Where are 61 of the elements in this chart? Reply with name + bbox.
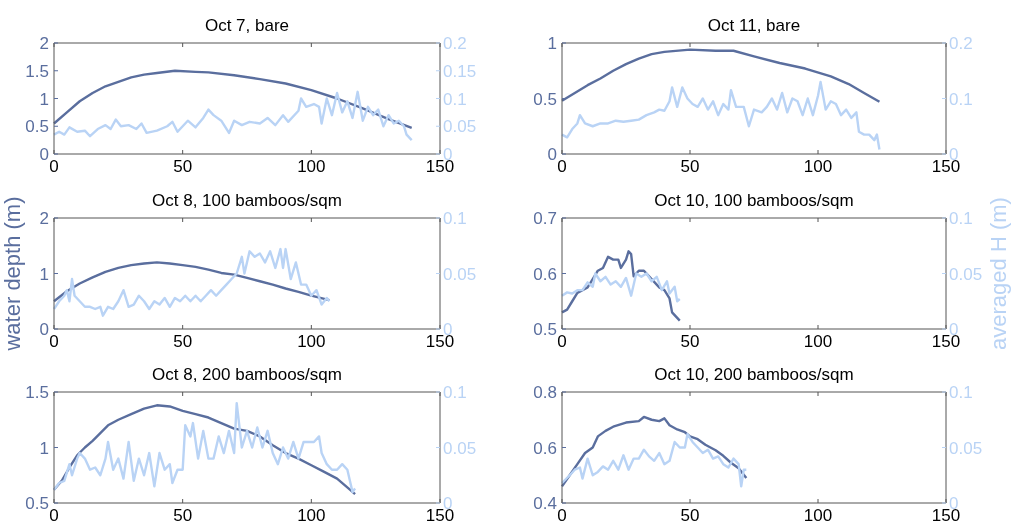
y-axis-title: water depth (m) [0, 196, 25, 352]
y-tick-label: 0.4 [533, 494, 557, 513]
x-tick-label: 100 [803, 506, 833, 525]
chart-title: Oct 8, 200 bamboos/sqm [152, 365, 342, 384]
y2-tick-label: 0.1 [443, 89, 467, 109]
y2-tick-label: 0.2 [443, 34, 467, 53]
y-tick-label: 0.7 [533, 209, 557, 228]
x-tick-label: 100 [297, 332, 326, 351]
y2-tick-label: 0.1 [443, 209, 467, 228]
y-tick-label: 0 [39, 320, 49, 339]
x-tick-label: 50 [173, 506, 193, 525]
x-tick-label: 50 [680, 157, 700, 176]
x-tick-label: 100 [803, 332, 833, 351]
x-tick-label: 100 [297, 506, 326, 525]
y-tick-label: 0 [547, 145, 557, 164]
x-tick-label: 50 [680, 506, 700, 525]
y2-tick-label: 0.05 [949, 264, 983, 284]
y-tick-label: 2 [39, 34, 49, 53]
x-tick-label: 50 [173, 332, 193, 351]
line-series [560, 80, 881, 151]
x-tick-label: 50 [680, 332, 700, 351]
y-tick-label: 0.5 [25, 117, 49, 137]
chart-title: Oct 8, 100 bamboos/sqm [152, 191, 342, 210]
y-tick-label: 0.8 [533, 383, 557, 402]
y-tick-label: 1.5 [25, 61, 49, 81]
y2-tick-label: 0.15 [443, 61, 477, 81]
y-tick-label: 1 [39, 438, 49, 458]
y-tick-label: 1 [39, 89, 49, 109]
y-tick-label: 0.6 [533, 264, 557, 284]
y-tick-label: 1 [547, 34, 557, 53]
y-tick-label: 0 [39, 145, 49, 164]
y-tick-label: 0.6 [533, 438, 557, 458]
y2-tick-label: 0.1 [949, 209, 973, 228]
y-tick-label: 0.5 [25, 494, 49, 513]
chart-title: Oct 10, 100 bamboos/sqm [654, 191, 854, 210]
y-tick-label: 0.5 [533, 89, 557, 109]
y-tick-label: 1 [39, 264, 49, 284]
line-series [560, 250, 681, 322]
line-series [560, 415, 748, 488]
y2-tick-label: 0.2 [949, 34, 973, 53]
y2-tick-label: 0.1 [949, 383, 973, 402]
chart-title: Oct 11, bare [707, 16, 801, 35]
line-series [560, 272, 681, 303]
x-tick-label: 100 [297, 157, 326, 176]
y-tick-label: 0.5 [533, 320, 557, 339]
line-series [52, 90, 413, 142]
line-series [52, 247, 331, 317]
chart-title: Oct 10, 200 bamboos/sqm [654, 365, 854, 384]
y2-tick-label: 0.05 [443, 117, 477, 137]
y-tick-label: 1.5 [25, 383, 49, 402]
y2-tick-label: 0.05 [443, 438, 477, 458]
chart-title: Oct 7, bare [204, 16, 290, 35]
y2-axis-title: averaged H (m) [986, 197, 1011, 350]
y2-tick-label: 0.1 [443, 383, 467, 402]
y2-tick-label: 0.05 [949, 438, 983, 458]
y-tick-label: 2 [39, 209, 49, 228]
y2-tick-label: 0.1 [949, 89, 973, 109]
x-tick-label: 100 [803, 157, 833, 176]
line-series [560, 432, 748, 488]
x-tick-label: 50 [173, 157, 193, 176]
y2-tick-label: 0.05 [443, 264, 477, 284]
